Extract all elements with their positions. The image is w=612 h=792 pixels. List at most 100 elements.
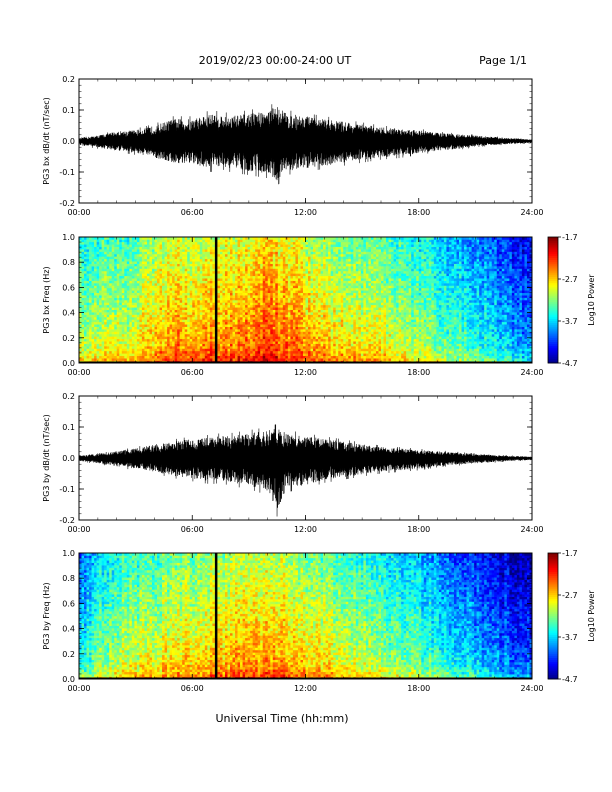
bx-spec-cell — [212, 275, 216, 279]
bx-spec-cell — [139, 331, 143, 335]
bx-spec-cell — [235, 266, 238, 269]
bx-spec-cell — [230, 237, 233, 240]
bx-spec-cell — [109, 275, 113, 279]
bx-spec-cell — [302, 244, 306, 247]
bx-spec-cell — [151, 304, 155, 308]
bx-spec-cell — [89, 266, 92, 269]
bx-spec-cell — [310, 256, 314, 260]
bx-spec-cell — [242, 256, 246, 260]
bx-spec-cell — [192, 326, 196, 330]
bx-spec-cell — [124, 343, 128, 347]
bx-spec-cell — [227, 324, 231, 327]
bx-spec-cell — [262, 275, 266, 279]
bx-spec-cell — [242, 341, 246, 344]
bx-spec-cell — [189, 329, 193, 332]
bx-spec-cell — [177, 244, 180, 247]
bx-spec-cell — [177, 239, 180, 243]
bx-spec-cell — [101, 348, 105, 352]
bx-spec-cell — [202, 346, 206, 349]
bx-spec-cell — [295, 355, 299, 359]
bx-spec-cell — [86, 285, 90, 289]
bx-spec-cell — [204, 324, 208, 327]
bx-spec-cell — [141, 316, 145, 320]
bx-spec-cell — [302, 256, 306, 260]
bx-spec-cell — [144, 326, 148, 330]
bx-spec-cell — [192, 319, 196, 323]
bx-spec-cell — [159, 353, 163, 357]
bx-spec-cell — [219, 261, 223, 264]
bx-spec-cell — [194, 353, 198, 357]
bx-spec-cell — [116, 241, 120, 245]
bx-spec-cell — [116, 321, 120, 325]
bx-spec-cell — [204, 253, 208, 257]
bx-spec-cell — [179, 324, 183, 327]
bx-spec-cell — [237, 241, 241, 245]
bx-spec-cell — [151, 312, 155, 315]
bx-spec-cell — [219, 321, 223, 325]
bx-spec-cell — [227, 302, 231, 306]
bx-spec-cell — [212, 270, 216, 274]
bx-spec-cell — [177, 270, 180, 274]
bx-spec-cell — [295, 341, 299, 344]
bx-spec-cell — [119, 283, 123, 286]
bx-spec-cell — [136, 341, 140, 344]
bx-spec-cell — [109, 266, 113, 269]
bx-spec-cell — [111, 268, 115, 272]
bx-spec-cell — [154, 287, 158, 291]
bx-spec-cell — [300, 346, 304, 349]
bx-spec-cell — [89, 341, 92, 344]
bx-spec-cell — [219, 353, 223, 357]
bx-spec-cell — [222, 239, 226, 243]
bx-spec-cell — [240, 256, 243, 260]
bx-spec-cell — [101, 343, 105, 347]
bx-spec-cell — [144, 253, 148, 257]
bx-spec-cell — [99, 331, 102, 335]
bx-spec-cell — [292, 341, 296, 344]
bx-spec-cell — [96, 348, 100, 352]
bx-spec-cell — [146, 283, 150, 286]
bx-spec-cell — [159, 338, 163, 342]
bx-spec-cell — [285, 297, 289, 301]
bx-spec-cell — [310, 324, 314, 327]
bx-spec-cell — [129, 258, 133, 262]
bx-spec-cell — [114, 343, 118, 347]
bx-spec-cell — [157, 285, 160, 289]
bx-spec-cell — [250, 263, 253, 267]
bx-spec-cell — [275, 261, 279, 264]
bx-spec-cell — [272, 333, 276, 337]
bx-spec-cell — [96, 316, 100, 320]
bx-spec-cell — [179, 285, 183, 289]
bx-spec-cell — [167, 343, 170, 347]
bx-spec-cell — [164, 263, 168, 267]
bx-spec-cell — [129, 280, 133, 284]
bx-spec-cell — [177, 273, 180, 277]
bx-spec-cell — [177, 302, 180, 306]
bx-spec-cell — [187, 292, 191, 296]
bx-spec-cell — [310, 244, 314, 247]
bx-spec-cell — [162, 283, 165, 286]
bx-spec-cell — [270, 358, 274, 361]
bx-spec-cell — [154, 321, 158, 325]
bx-spec-cell — [162, 261, 165, 264]
bx-spec-cell — [167, 283, 170, 286]
bx-spec-cell — [252, 246, 256, 250]
bx-spec-cell — [141, 326, 145, 330]
bx-spec-cell — [121, 326, 125, 330]
bx-spec-cell — [89, 304, 92, 308]
bx-spec-cell — [245, 261, 248, 264]
bx-spec-cell — [86, 304, 90, 308]
bx-spec-cell — [237, 263, 241, 267]
bx-spec-cell — [157, 268, 160, 272]
bx-spec-cell — [310, 316, 314, 320]
bx-spec-cell — [275, 338, 279, 342]
bx-spec-cell — [182, 348, 185, 352]
bx-spec-cell — [247, 263, 251, 267]
bx-spec-cell — [192, 275, 196, 279]
bx-spec-cell — [84, 341, 87, 344]
bx-spec-cell — [305, 314, 309, 318]
bx-spec-cell — [255, 237, 258, 240]
bx-spec-cell — [250, 300, 253, 303]
bx-spec-cell — [84, 300, 87, 303]
bx-spec-cell — [295, 266, 299, 269]
bx-spec-cell — [157, 237, 160, 240]
